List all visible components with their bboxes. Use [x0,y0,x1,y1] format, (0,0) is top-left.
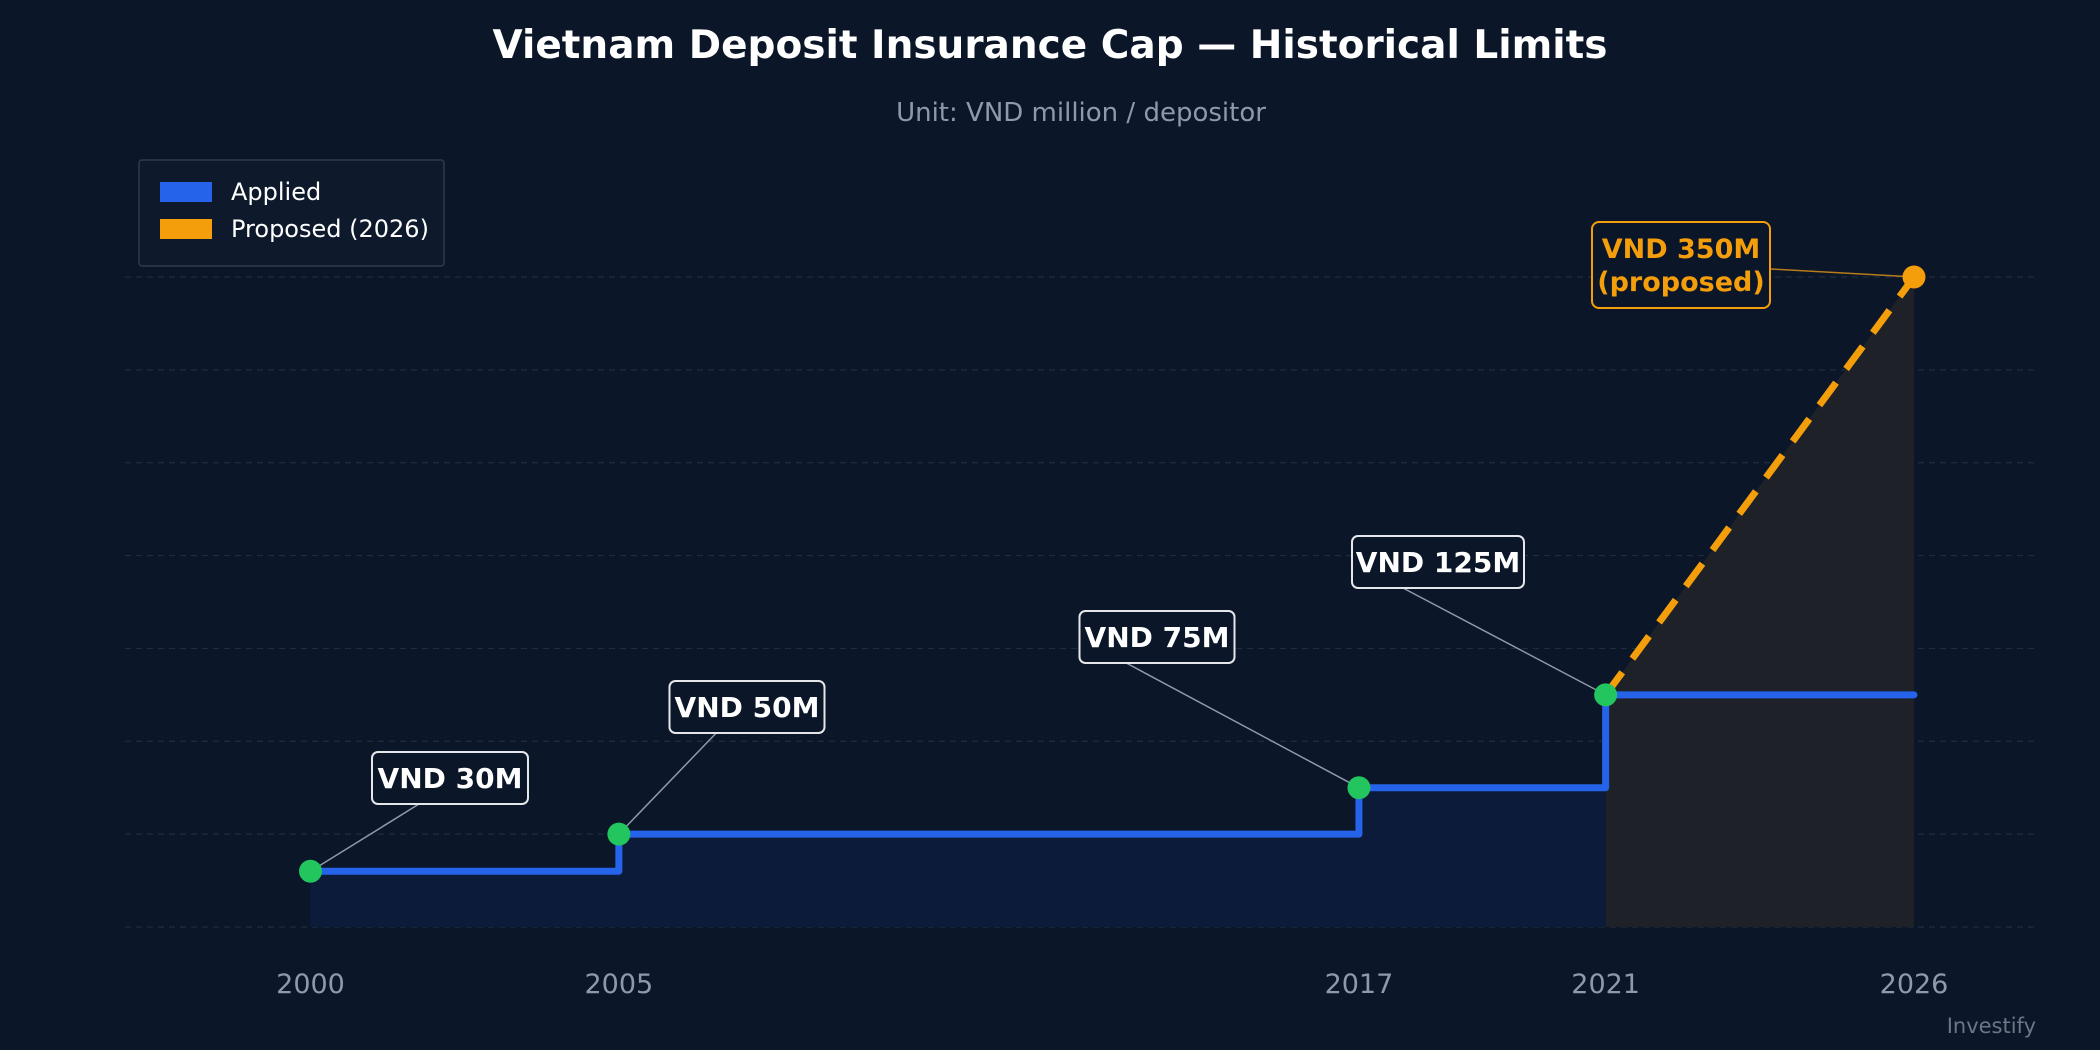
x-tick-2026: 2026 [1880,969,1949,1000]
data-marker-2021 [1594,683,1618,707]
label-box-2000 [371,751,529,805]
legend-box [138,159,445,267]
x-tick-2005: 2005 [585,969,654,1000]
chart-title: Vietnam Deposit Insurance Cap — Historic… [492,23,1607,68]
leader-2000 [310,803,420,872]
applied-area-fill [310,694,1606,927]
x-tick-2000: 2000 [276,969,345,1000]
legend-label-applied: Applied [231,178,321,206]
annotation-labels: VND 30M VND 50M VND 75M VND 125M VND 350M(pr… [371,221,1771,805]
series-lines [307,274,1918,875]
legend: Applied Proposed (2026) [138,159,445,267]
data-label-2026-line1: VND 350M [1602,234,1761,265]
x-tick-2017: 2017 [1325,969,1394,1000]
label-box-2026 [1591,221,1771,309]
leader-2026 [1770,268,1915,278]
x-tick-2021: 2021 [1571,969,1640,1000]
data-label-2021: VND 125M [1356,546,1520,579]
annotation-leaders [310,268,1915,872]
data-marker-2026 [1902,265,1926,289]
watermark: Investify [1947,1014,2036,1038]
data-label-2017: VND 75M [1085,621,1230,654]
leader-2005 [618,732,717,835]
label-box-2005 [668,680,826,734]
data-marker-2017 [1347,776,1371,800]
area-fills [310,277,1914,927]
label-box-2021 [1351,535,1525,589]
series-line-applied [307,691,1918,875]
data-label-2026-line2: (proposed) [1597,267,1764,298]
legend-swatch-proposed [160,219,212,239]
series-line-proposed [1602,274,1917,697]
data-label-2000: VND 30M [378,762,523,795]
legend-swatch-applied [160,182,212,202]
leader-2021 [1402,587,1606,696]
label-box-2017 [1078,610,1236,664]
data-marker-2005 [607,822,631,846]
chart-subtitle: Unit: VND million / depositor [896,98,1266,128]
proposed-area-fill [1605,277,1914,927]
x-axis-ticks: 2000 2005 2017 2021 2026 [276,969,1948,1000]
data-markers [299,265,1926,883]
leader-2017 [1125,662,1360,789]
data-label-2005: VND 50M [675,691,820,724]
data-marker-2000 [299,859,322,883]
legend-label-proposed: Proposed (2026) [231,215,429,243]
